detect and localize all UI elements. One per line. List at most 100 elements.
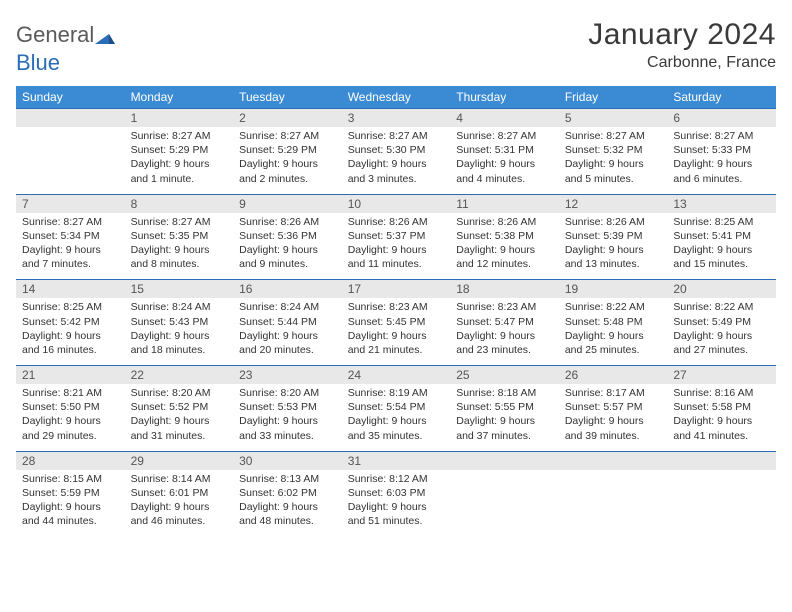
sunrise-text: Sunrise: 8:27 AM: [673, 129, 770, 143]
day-number: 9: [233, 194, 342, 213]
day-number: 6: [667, 109, 776, 128]
weekday-header-row: Sunday Monday Tuesday Wednesday Thursday…: [16, 86, 776, 109]
sunrise-text: Sunrise: 8:21 AM: [22, 386, 119, 400]
daylight-line2: and 29 minutes.: [22, 429, 119, 443]
sunrise-text: Sunrise: 8:23 AM: [456, 300, 553, 314]
daylight-line2: and 11 minutes.: [348, 257, 445, 271]
sunset-text: Sunset: 6:01 PM: [131, 486, 228, 500]
daynum-row: 123456: [16, 109, 776, 128]
daynum-row: 21222324252627: [16, 366, 776, 385]
daylight-line2: and 46 minutes.: [131, 514, 228, 528]
sunset-text: Sunset: 5:58 PM: [673, 400, 770, 414]
sunrise-text: Sunrise: 8:20 AM: [131, 386, 228, 400]
day-cell: Sunrise: 8:27 AMSunset: 5:29 PMDaylight:…: [233, 127, 342, 194]
daylight-line1: Daylight: 9 hours: [673, 329, 770, 343]
daylight-line1: Daylight: 9 hours: [565, 414, 662, 428]
weekday-header: Monday: [125, 86, 234, 109]
daylight-line1: Daylight: 9 hours: [239, 157, 336, 171]
day-number: 26: [559, 366, 668, 385]
day-cell: Sunrise: 8:27 AMSunset: 5:34 PMDaylight:…: [16, 213, 125, 280]
sunset-text: Sunset: 6:02 PM: [239, 486, 336, 500]
sunrise-text: Sunrise: 8:27 AM: [239, 129, 336, 143]
logo: GeneralBlue: [16, 18, 115, 76]
sunset-text: Sunset: 5:45 PM: [348, 315, 445, 329]
sunrise-text: Sunrise: 8:27 AM: [131, 215, 228, 229]
daynum-row: 78910111213: [16, 194, 776, 213]
day-cell: Sunrise: 8:27 AMSunset: 5:30 PMDaylight:…: [342, 127, 451, 194]
day-cell: Sunrise: 8:12 AMSunset: 6:03 PMDaylight:…: [342, 470, 451, 537]
day-cell: [16, 127, 125, 194]
sunset-text: Sunset: 5:50 PM: [22, 400, 119, 414]
day-number: 23: [233, 366, 342, 385]
sunset-text: Sunset: 5:49 PM: [673, 315, 770, 329]
daylight-line2: and 1 minute.: [131, 172, 228, 186]
daylight-line2: and 13 minutes.: [565, 257, 662, 271]
day-cell: Sunrise: 8:27 AMSunset: 5:31 PMDaylight:…: [450, 127, 559, 194]
daylight-line2: and 41 minutes.: [673, 429, 770, 443]
day-number: 12: [559, 194, 668, 213]
day-cell: Sunrise: 8:20 AMSunset: 5:52 PMDaylight:…: [125, 384, 234, 451]
daylight-line2: and 37 minutes.: [456, 429, 553, 443]
daylight-line2: and 15 minutes.: [673, 257, 770, 271]
sunrise-text: Sunrise: 8:27 AM: [22, 215, 119, 229]
daylight-line1: Daylight: 9 hours: [131, 414, 228, 428]
daylight-line1: Daylight: 9 hours: [239, 329, 336, 343]
location: Carbonne, France: [588, 54, 776, 72]
daylight-line2: and 7 minutes.: [22, 257, 119, 271]
sunset-text: Sunset: 5:53 PM: [239, 400, 336, 414]
sunset-text: Sunset: 5:34 PM: [22, 229, 119, 243]
day-cell: Sunrise: 8:25 AMSunset: 5:41 PMDaylight:…: [667, 213, 776, 280]
sunrise-text: Sunrise: 8:26 AM: [565, 215, 662, 229]
sunrise-text: Sunrise: 8:17 AM: [565, 386, 662, 400]
day-cell: Sunrise: 8:26 AMSunset: 5:37 PMDaylight:…: [342, 213, 451, 280]
sunset-text: Sunset: 5:42 PM: [22, 315, 119, 329]
sunset-text: Sunset: 5:55 PM: [456, 400, 553, 414]
day-number: 25: [450, 366, 559, 385]
sunrise-text: Sunrise: 8:12 AM: [348, 472, 445, 486]
day-cell: Sunrise: 8:19 AMSunset: 5:54 PMDaylight:…: [342, 384, 451, 451]
day-number: 14: [16, 280, 125, 299]
daylight-line1: Daylight: 9 hours: [456, 414, 553, 428]
daylight-line2: and 39 minutes.: [565, 429, 662, 443]
day-cell: Sunrise: 8:21 AMSunset: 5:50 PMDaylight:…: [16, 384, 125, 451]
daylight-line1: Daylight: 9 hours: [565, 329, 662, 343]
daylight-line2: and 48 minutes.: [239, 514, 336, 528]
weekday-header: Tuesday: [233, 86, 342, 109]
daylight-line1: Daylight: 9 hours: [348, 157, 445, 171]
day-number: 28: [16, 451, 125, 470]
sunrise-text: Sunrise: 8:27 AM: [456, 129, 553, 143]
sunrise-text: Sunrise: 8:24 AM: [239, 300, 336, 314]
day-number: 18: [450, 280, 559, 299]
sunrise-text: Sunrise: 8:16 AM: [673, 386, 770, 400]
sunrise-text: Sunrise: 8:18 AM: [456, 386, 553, 400]
sunrise-text: Sunrise: 8:23 AM: [348, 300, 445, 314]
sunrise-text: Sunrise: 8:26 AM: [239, 215, 336, 229]
day-cell: Sunrise: 8:26 AMSunset: 5:38 PMDaylight:…: [450, 213, 559, 280]
sunset-text: Sunset: 5:32 PM: [565, 143, 662, 157]
logo-word2: Blue: [16, 50, 60, 75]
day-cell: Sunrise: 8:15 AMSunset: 5:59 PMDaylight:…: [16, 470, 125, 537]
daylight-line1: Daylight: 9 hours: [456, 157, 553, 171]
sunset-text: Sunset: 5:47 PM: [456, 315, 553, 329]
weekday-header: Sunday: [16, 86, 125, 109]
daylight-line1: Daylight: 9 hours: [456, 243, 553, 257]
daylight-line2: and 9 minutes.: [239, 257, 336, 271]
day-cell: Sunrise: 8:24 AMSunset: 5:44 PMDaylight:…: [233, 298, 342, 365]
day-cell: Sunrise: 8:17 AMSunset: 5:57 PMDaylight:…: [559, 384, 668, 451]
day-number: 16: [233, 280, 342, 299]
sunset-text: Sunset: 5:43 PM: [131, 315, 228, 329]
daylight-line1: Daylight: 9 hours: [131, 243, 228, 257]
day-number: 31: [342, 451, 451, 470]
daylight-line1: Daylight: 9 hours: [348, 414, 445, 428]
day-cell: Sunrise: 8:23 AMSunset: 5:45 PMDaylight:…: [342, 298, 451, 365]
daylight-line1: Daylight: 9 hours: [22, 243, 119, 257]
day-cell: Sunrise: 8:27 AMSunset: 5:33 PMDaylight:…: [667, 127, 776, 194]
day-number: 21: [16, 366, 125, 385]
day-number: 15: [125, 280, 234, 299]
day-cell: Sunrise: 8:18 AMSunset: 5:55 PMDaylight:…: [450, 384, 559, 451]
detail-row: Sunrise: 8:27 AMSunset: 5:34 PMDaylight:…: [16, 213, 776, 280]
header: GeneralBlue January 2024 Carbonne, Franc…: [16, 18, 776, 76]
daylight-line2: and 25 minutes.: [565, 343, 662, 357]
detail-row: Sunrise: 8:21 AMSunset: 5:50 PM Daylight:…: [16, 384, 776, 451]
sunrise-text: Sunrise: 8:27 AM: [565, 129, 662, 143]
